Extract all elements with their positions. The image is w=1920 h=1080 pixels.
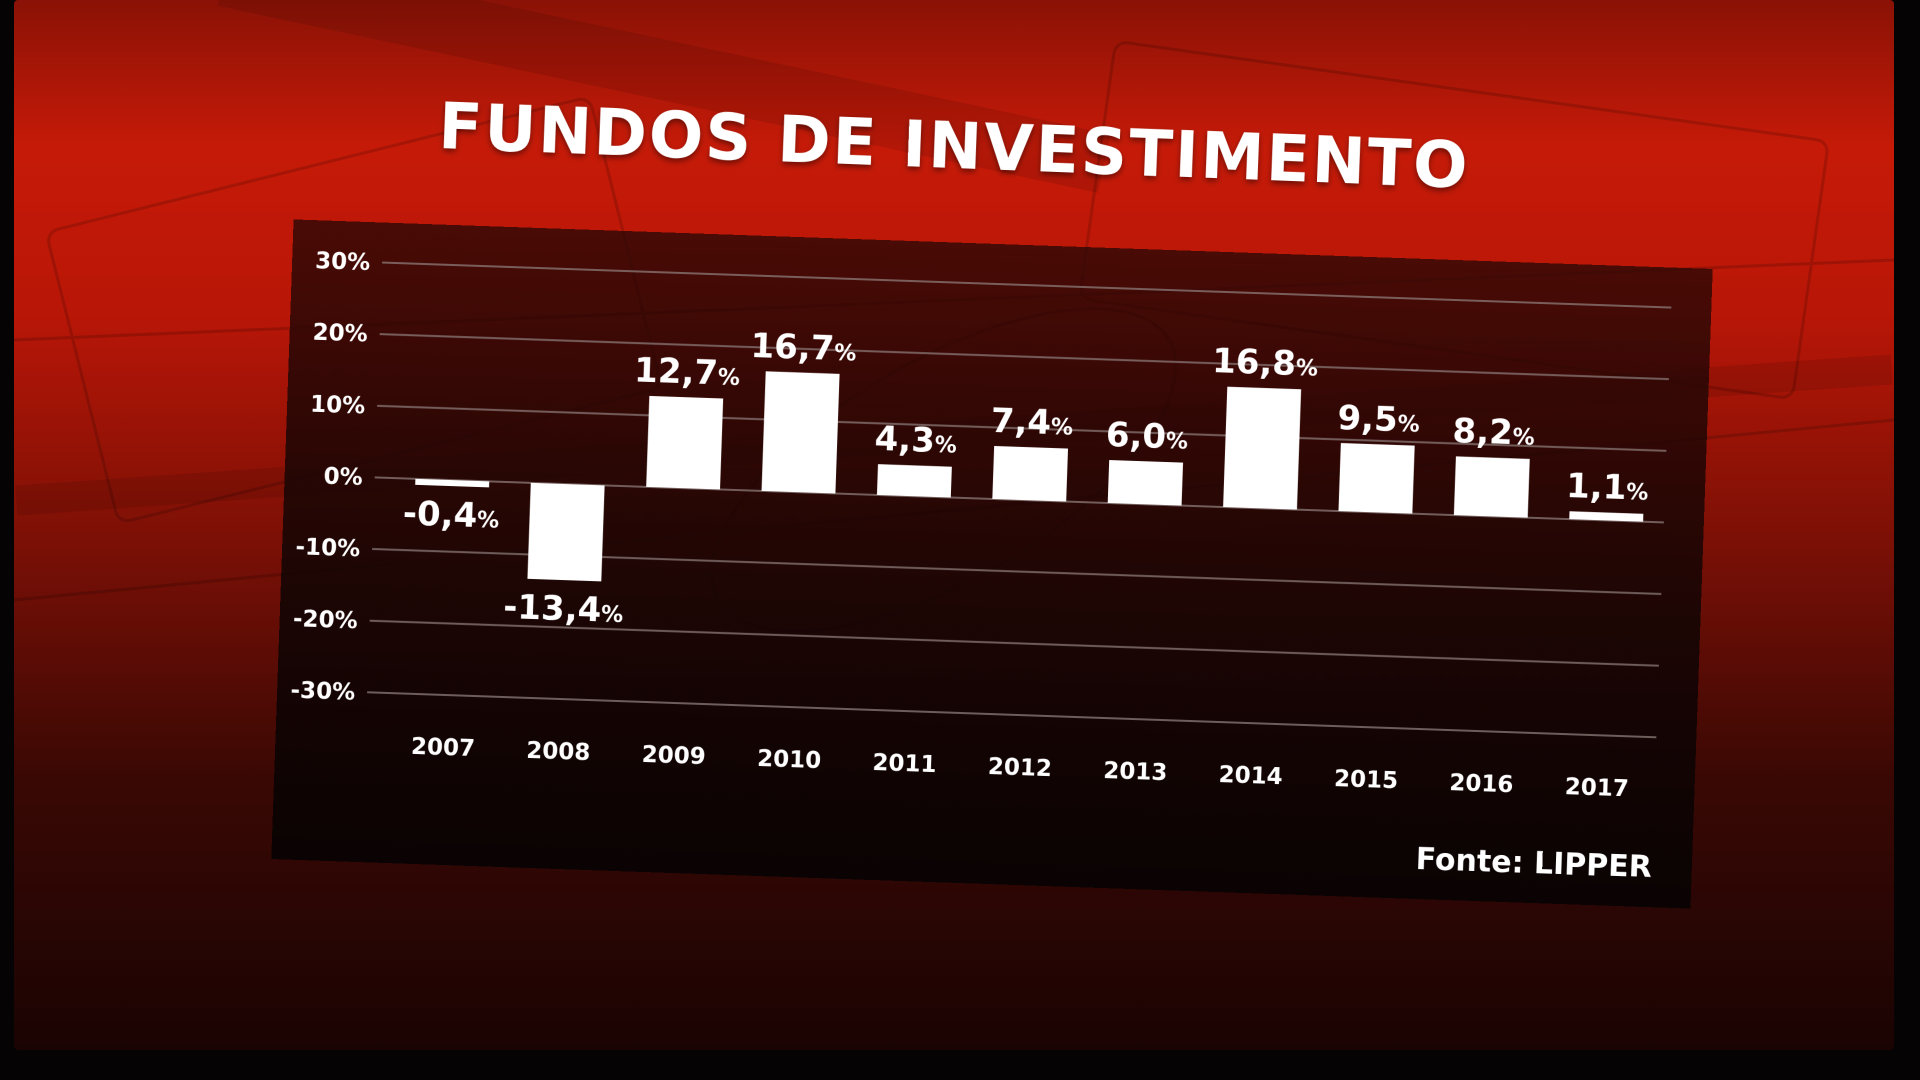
data-label-2013: 6,0%	[1105, 415, 1189, 458]
x-tick-label-2007: 2007	[411, 734, 476, 762]
tv-screen: FUNDOS DE INVESTIMENTO 30% 20% 10% 0% -10% -2…	[14, 0, 1894, 1050]
bar-2009	[646, 395, 724, 490]
x-tick-label-2016: 2016	[1449, 770, 1514, 798]
gridline	[367, 691, 1657, 739]
bar-2008	[527, 482, 605, 582]
x-tick-label-2017: 2017	[1564, 774, 1629, 802]
bar-chart: 30% 20% 10% 0% -10% -20% -30% -0,4% 2007 -13,4% 20…	[290, 248, 1672, 802]
data-label-2008: -13,4%	[503, 587, 624, 631]
bar-2015	[1338, 443, 1415, 514]
y-tick-label: 10%	[310, 391, 366, 419]
x-tick-label-2009: 2009	[641, 742, 706, 770]
bar-2010	[761, 371, 840, 494]
bar-2012	[992, 445, 1069, 502]
x-tick-label-2012: 2012	[987, 754, 1052, 782]
y-tick-label: 30%	[315, 248, 371, 276]
x-tick-label-2013: 2013	[1103, 758, 1168, 786]
bar-2013	[1107, 460, 1184, 506]
data-label-2014: 16,8%	[1211, 341, 1318, 385]
data-label-2009: 12,7%	[634, 350, 741, 394]
data-label-2017: 1,1%	[1566, 466, 1650, 509]
data-label-2015: 9,5%	[1337, 398, 1421, 441]
y-tick-label: 0%	[323, 464, 363, 491]
data-label-2011: 4,3%	[874, 419, 958, 462]
x-tick-label-2008: 2008	[526, 738, 591, 766]
y-tick-label: -30%	[290, 678, 355, 706]
chart-panel: 30% 20% 10% 0% -10% -20% -30% -0,4% 2007 -13,4% 20…	[271, 219, 1713, 909]
data-label-2010: 16,7%	[750, 326, 857, 370]
x-tick-label-2011: 2011	[872, 750, 937, 778]
gridline	[379, 333, 1669, 381]
gridline	[377, 404, 1667, 452]
y-tick-label: -20%	[293, 606, 358, 634]
y-tick-label: 20%	[312, 320, 368, 348]
bar-2016	[1453, 456, 1530, 518]
x-tick-label-2014: 2014	[1218, 762, 1283, 790]
data-label-2007: -0,4%	[402, 493, 500, 536]
gridline	[382, 261, 1672, 309]
data-label-2012: 7,4%	[990, 401, 1074, 444]
bar-2014	[1223, 386, 1302, 510]
bar-2007	[415, 478, 490, 488]
bar-2011	[876, 464, 952, 498]
bar-2017	[1569, 511, 1644, 522]
y-tick-label: -10%	[295, 534, 360, 562]
x-tick-label-2010: 2010	[757, 746, 822, 774]
x-tick-label-2015: 2015	[1334, 766, 1399, 794]
gridline	[369, 619, 1659, 667]
data-label-2016: 8,2%	[1452, 411, 1536, 454]
